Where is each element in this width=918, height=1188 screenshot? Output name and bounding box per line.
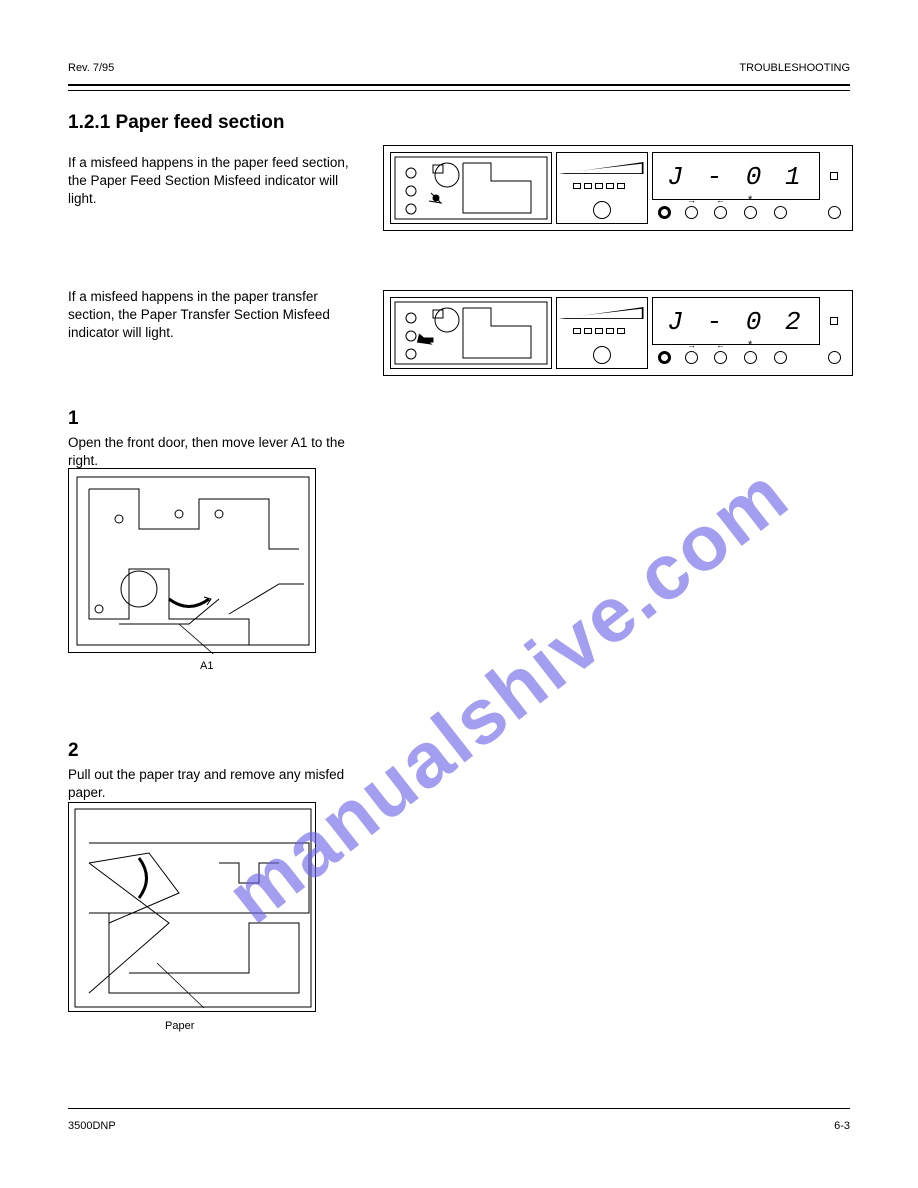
rule-top-thick [68,84,850,86]
intro-paragraph-1: If a misfeed happens in the paper feed s… [68,154,363,209]
section-heading: 1.2.1 Paper feed section [68,112,285,134]
density-wedge-icon [559,307,644,319]
panel2-btn-power[interactable] [828,351,841,364]
header-section: TROUBLESHOOTING [739,62,850,74]
footer-page-number: 6-3 [834,1120,850,1132]
figure-2-tray-diagram [69,803,317,1013]
panel1-btn-5[interactable] [774,206,787,219]
panel1-btn-1[interactable] [658,206,671,219]
panel1-indicator [830,172,838,180]
step-1: 1 Open the front door, then move lever A… [68,408,363,470]
panel2-density-box [556,297,648,369]
control-panel-2: J - 0 2 [383,290,853,376]
step-2-number: 2 [68,740,363,762]
page-root: Rev. 7/95 TROUBLESHOOTING 1.2.1 Paper fe… [0,0,918,1188]
density-button[interactable] [593,346,611,364]
panel1-btn-star[interactable] [744,206,757,219]
figure-1-lever-diagram [69,469,317,654]
header-model: Rev. 7/95 [68,62,114,74]
density-button[interactable] [593,201,611,219]
panel2-display: J - 0 2 [652,297,820,345]
panel1-density-box [556,152,648,224]
panel2-btn-right[interactable] [685,351,698,364]
panel2-btn-5[interactable] [774,351,787,364]
panel2-btn-1[interactable] [658,351,671,364]
jam-map-icon [391,153,553,225]
rule-bottom [68,1108,850,1109]
figure-2-label: Paper [165,1020,194,1032]
panel2-btn-star[interactable] [744,351,757,364]
step-1-text: Open the front door, then move lever A1 … [68,434,363,470]
step-2-text: Pull out the paper tray and remove any m… [68,766,363,802]
panel1-btn-power[interactable] [828,206,841,219]
step-1-number: 1 [68,408,363,430]
density-bars-icon [573,328,625,334]
figure-1 [68,468,316,653]
panel1-btn-left[interactable] [714,206,727,219]
figure-1-label: A1 [200,660,213,672]
panel1-display: J - 0 1 [652,152,820,200]
density-bars-icon [573,183,625,189]
panel2-btn-left[interactable] [714,351,727,364]
rule-top-thin [68,90,850,91]
density-wedge-icon [559,162,644,174]
figure-2 [68,802,316,1012]
jam-map-icon [391,298,553,370]
panel2-indicator [830,317,838,325]
panel1-btn-right[interactable] [685,206,698,219]
step-2: 2 Pull out the paper tray and remove any… [68,740,363,802]
control-panel-1: J - 0 1 [383,145,853,231]
intro-paragraph-2: If a misfeed happens in the paper transf… [68,288,363,343]
panel1-jam-map [390,152,552,224]
panel2-jam-map [390,297,552,369]
footer-left: 3500DNP [68,1120,116,1132]
